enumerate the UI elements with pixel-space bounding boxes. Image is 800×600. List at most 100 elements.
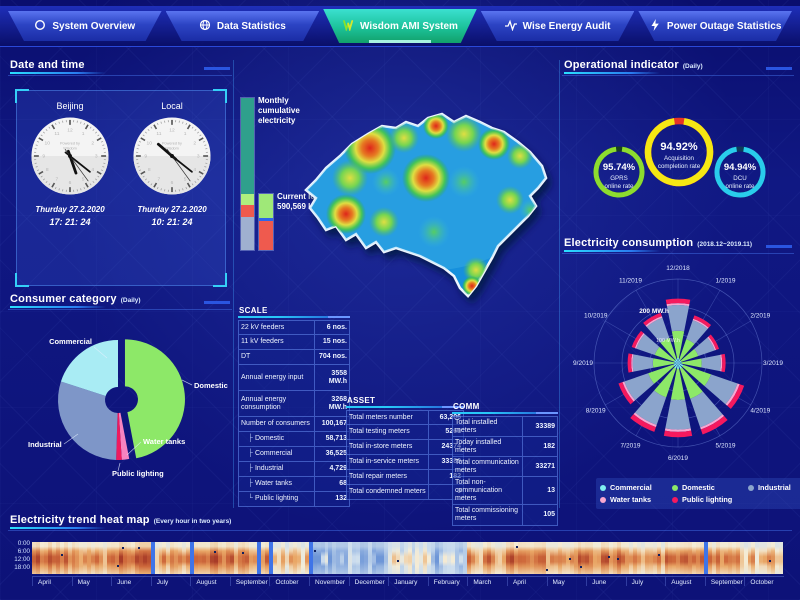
rose-sector-domestic[interactable]: [654, 367, 677, 398]
rose-sector-industrial[interactable]: [701, 354, 721, 372]
rose-sector-water-tanks[interactable]: [622, 381, 636, 402]
heatmap-column: [95, 542, 100, 574]
heatmap-column: [470, 542, 475, 574]
table-row-label: Total testing meters: [349, 428, 410, 436]
rose-sector-industrial[interactable]: [624, 373, 655, 401]
heatmap-grid[interactable]: [32, 542, 784, 574]
monthly-cumulative-bar[interactable]: [240, 97, 255, 251]
rose-sector-water-tanks[interactable]: [692, 318, 709, 329]
rose-sector-domestic[interactable]: [681, 358, 702, 368]
rose-sector-domestic[interactable]: [652, 358, 675, 368]
rose-sector-commercial[interactable]: [678, 363, 684, 367]
consumption-rose-chart[interactable]: 12/2018 1/2019 2/2019 3/2019 4/2019 5/2019 6/2…: [562, 260, 794, 476]
rose-sector-domestic[interactable]: [682, 364, 712, 386]
rose-sector-commercial[interactable]: [674, 360, 678, 363]
rose-sector-industrial[interactable]: [686, 320, 708, 344]
heatmap-column: [332, 542, 337, 574]
rose-sector-commercial[interactable]: [675, 359, 678, 363]
rose-sector-domestic[interactable]: [670, 368, 686, 400]
rose-sector-commercial[interactable]: [678, 362, 682, 364]
rose-sector-commercial[interactable]: [673, 363, 678, 367]
gauge-value-ring[interactable]: [714, 146, 767, 199]
rose-sector-public-lighting[interactable]: [700, 416, 728, 435]
heatmap-column: [538, 542, 542, 574]
rose-sector-water-tanks[interactable]: [633, 412, 657, 428]
rose-sector-domestic[interactable]: [680, 348, 699, 362]
rose-sector-commercial[interactable]: [674, 363, 678, 369]
rose-sector-commercial[interactable]: [676, 363, 680, 369]
rose-sector-water-tanks[interactable]: [700, 414, 725, 430]
rose-sector-water-tanks[interactable]: [720, 354, 723, 372]
table-row-value: 4,729: [314, 462, 349, 476]
heatmap-column: [454, 542, 459, 574]
table-row-value: 3558 MW.h: [314, 365, 349, 390]
pie-slice-water-tanks[interactable]: [118, 412, 130, 460]
rose-sector-water-tanks[interactable]: [725, 383, 740, 406]
rose-sector-domestic[interactable]: [648, 364, 675, 384]
heatmap-column: [767, 542, 772, 574]
rose-sector-industrial[interactable]: [635, 390, 667, 425]
rose-sector-public-lighting[interactable]: [643, 312, 662, 326]
pie-slice-domestic[interactable]: [124, 339, 185, 459]
rose-sector-public-lighting[interactable]: [721, 353, 726, 373]
rose-sector-public-lighting[interactable]: [631, 330, 644, 349]
pie-slice-public-lighting[interactable]: [116, 412, 122, 460]
tab-wise-energy-audit[interactable]: Wise Energy Audit: [481, 11, 635, 41]
rose-sector-public-lighting[interactable]: [630, 414, 656, 432]
rose-sector-public-lighting[interactable]: [663, 430, 693, 438]
rose-sector-public-lighting[interactable]: [627, 353, 633, 373]
rose-sector-water-tanks[interactable]: [631, 354, 634, 372]
rose-sector-industrial[interactable]: [636, 333, 660, 355]
table-row-value: 24374: [428, 440, 463, 454]
consumer-pie-chart[interactable]: Domestic Water tanks Public lighting Indust…: [8, 316, 232, 508]
rose-sector-commercial[interactable]: [677, 357, 679, 363]
rose-sector-industrial[interactable]: [665, 399, 691, 430]
rose-sector-domestic[interactable]: [680, 367, 703, 399]
rose-sector-public-lighting[interactable]: [693, 315, 712, 328]
rose-sector-public-lighting[interactable]: [708, 334, 720, 350]
rose-sector-industrial[interactable]: [694, 337, 715, 356]
rose-sector-industrial[interactable]: [704, 374, 738, 405]
heatmap-column: [304, 542, 309, 574]
rose-sector-water-tanks[interactable]: [707, 336, 717, 351]
heatmap-column: [549, 542, 554, 574]
pie-slice-industrial[interactable]: [57, 381, 118, 460]
table-row-label: Annual energy consumption: [241, 395, 287, 411]
gauge-value-ring[interactable]: [593, 146, 645, 198]
table-row-value: 6 nos.: [314, 321, 349, 334]
rose-sector-commercial[interactable]: [678, 363, 683, 369]
tab-wisdom-ami-system[interactable]: Wisdom AMI System: [323, 9, 477, 43]
table-row-label: Total in-store meters: [349, 443, 413, 451]
rose-sector-public-lighting[interactable]: [618, 382, 634, 405]
rose-sector-commercial[interactable]: [674, 362, 678, 364]
rose-sector-water-tanks[interactable]: [664, 428, 692, 432]
rose-sector-water-tanks[interactable]: [634, 333, 645, 349]
rose-sector-commercial[interactable]: [678, 359, 681, 363]
rose-sector-public-lighting[interactable]: [727, 384, 745, 409]
svg-text:2: 2: [91, 141, 94, 147]
rose-sector-water-tanks[interactable]: [666, 303, 690, 307]
rose-sector-domestic[interactable]: [671, 330, 685, 359]
tab-system-overview[interactable]: System Overview: [8, 11, 162, 41]
rose-sector-industrial[interactable]: [632, 354, 654, 372]
rose-sector-commercial[interactable]: [678, 360, 682, 363]
svg-text:6: 6: [171, 180, 174, 186]
rose-sector-domestic[interactable]: [654, 346, 676, 362]
table-row-label: ├ Domestic: [248, 435, 285, 443]
rose-sector-domestic[interactable]: [660, 337, 677, 360]
pie-slice-commercial[interactable]: [60, 340, 118, 396]
rose-sector-water-tanks[interactable]: [645, 316, 663, 327]
current-load-bar[interactable]: [258, 193, 274, 251]
month-label: December: [348, 577, 389, 586]
rose-sector-industrial[interactable]: [690, 391, 723, 428]
rose-sector-industrial[interactable]: [646, 317, 670, 343]
tab-data-statistics[interactable]: Data Statistics: [166, 11, 320, 41]
heatmap-column: [182, 542, 187, 574]
rose-sector-industrial[interactable]: [666, 305, 690, 332]
clock-time: 10: 21: 24: [151, 217, 193, 227]
tab-power-outage-statistics[interactable]: Power Outage Statistics: [638, 11, 792, 41]
rose-sector-domestic[interactable]: [679, 339, 695, 361]
region-heat-map[interactable]: [286, 84, 562, 308]
rose-sector-public-lighting[interactable]: [665, 298, 691, 305]
